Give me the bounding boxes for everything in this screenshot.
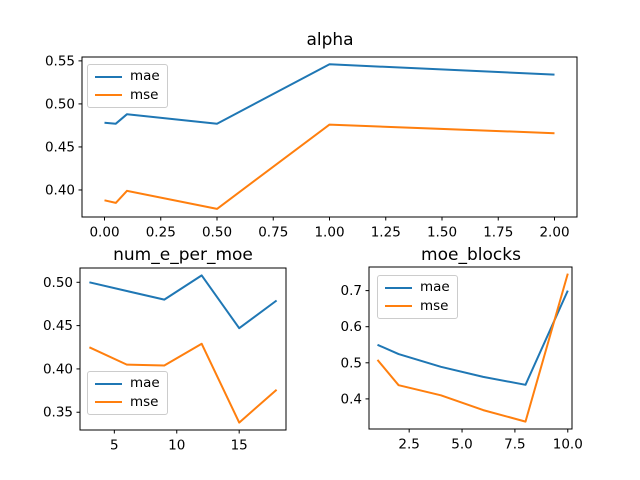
num_e_per_moe-ytick-label: 0.40: [43, 361, 73, 377]
legend-label-mae: mae: [420, 279, 450, 295]
alpha-xtick-label: 1.50: [427, 225, 457, 241]
legend-alpha: mae mse: [87, 64, 168, 108]
alpha-line-mse: [104, 123, 555, 210]
chart-moe_blocks: 2.5 5.0 7.5 10.0 0.4 0.5 0.6 0.7: [341, 266, 583, 453]
moe_blocks-xtick-label: 2.5: [398, 437, 419, 453]
alpha-ytick-label: 0.40: [45, 182, 75, 198]
chart-num_e_per_moe: 5 10 15 0.35 0.40 0.45 0.50: [43, 267, 287, 454]
legend-item-mae: mae: [95, 68, 163, 84]
mae-line-swatch: [385, 286, 412, 289]
alpha-xtick-label: 0.25: [146, 225, 176, 241]
alpha-xtick-label: 0.00: [89, 225, 119, 241]
legend-label-mae: mae: [130, 375, 160, 391]
legend-moe-blocks: mae mse: [377, 275, 458, 319]
num_e_per_moe-ytick-label: 0.35: [43, 405, 73, 421]
mse-line-swatch: [385, 305, 412, 308]
alpha-ytick-label: 0.50: [45, 96, 75, 112]
moe_blocks-line-mse: [376, 273, 569, 423]
chart-title-moe-blocks: moe_blocks: [421, 245, 521, 265]
num_e_per_moe-xtick-label: 5: [110, 438, 119, 454]
legend-item-mse: mse: [385, 297, 453, 314]
legend-item-mae: mae: [385, 279, 453, 295]
chart-title-alpha: alpha: [306, 30, 354, 50]
alpha-line-mae: [104, 63, 555, 125]
moe_blocks-ytick-label: 0.5: [341, 355, 362, 371]
legend-item-mse: mse: [95, 393, 163, 410]
moe_blocks-line-mae: [377, 290, 569, 386]
moe_blocks-ytick-label: 0.7: [341, 283, 362, 299]
num_e_per_moe-xtick-label: 15: [231, 438, 248, 454]
chart-title-num-e-per-moe: num_e_per_moe: [113, 245, 253, 265]
moe_blocks-ytick-label: 0.6: [341, 319, 362, 335]
legend-label-mae: mae: [130, 68, 160, 84]
mae-line-swatch: [95, 75, 122, 78]
alpha-xtick-label: 0.75: [258, 225, 288, 241]
alpha-ytick-label: 0.45: [45, 139, 75, 155]
legend-label-mse: mse: [130, 86, 159, 103]
alpha-ytick-label: 0.55: [45, 53, 75, 69]
moe_blocks-xtick-label: 5.0: [451, 437, 472, 453]
alpha-xtick-label: 1.75: [483, 225, 513, 241]
mse-line-swatch: [95, 401, 122, 404]
legend-num-e-per-moe: mae mse: [87, 371, 168, 415]
alpha-xtick-label: 2.00: [539, 225, 569, 241]
moe_blocks-ytick-label: 0.4: [341, 391, 362, 407]
num_e_per_moe-xtick-label: 10: [168, 438, 185, 454]
num_e_per_moe-ytick-label: 0.50: [43, 275, 73, 291]
moe_blocks-xtick-label: 7.5: [504, 437, 525, 453]
legend-label-mse: mse: [130, 393, 159, 410]
legend-item-mse: mse: [95, 86, 163, 103]
chart-alpha: 0.00 0.25 0.50 0.75 1.00 1.25 1.50 1.75 2.00 0.40…: [45, 53, 578, 241]
moe_blocks-axes-frame: [368, 266, 573, 430]
alpha-xtick-label: 1.00: [314, 225, 344, 241]
alpha-xtick-label: 1.25: [371, 225, 401, 241]
num_e_per_moe-ytick-label: 0.45: [43, 318, 73, 334]
moe_blocks-xtick-label: 10.0: [553, 437, 583, 453]
num_e_per_moe-line-mae: [89, 274, 278, 330]
mae-line-swatch: [95, 382, 122, 385]
legend-item-mae: mae: [95, 375, 163, 391]
alpha-xtick-label: 0.50: [202, 225, 232, 241]
mse-line-swatch: [95, 94, 122, 97]
num_e_per_moe-axes-frame: [79, 267, 287, 431]
legend-label-mse: mse: [420, 297, 449, 314]
num_e_per_moe-line-mse: [88, 342, 278, 424]
